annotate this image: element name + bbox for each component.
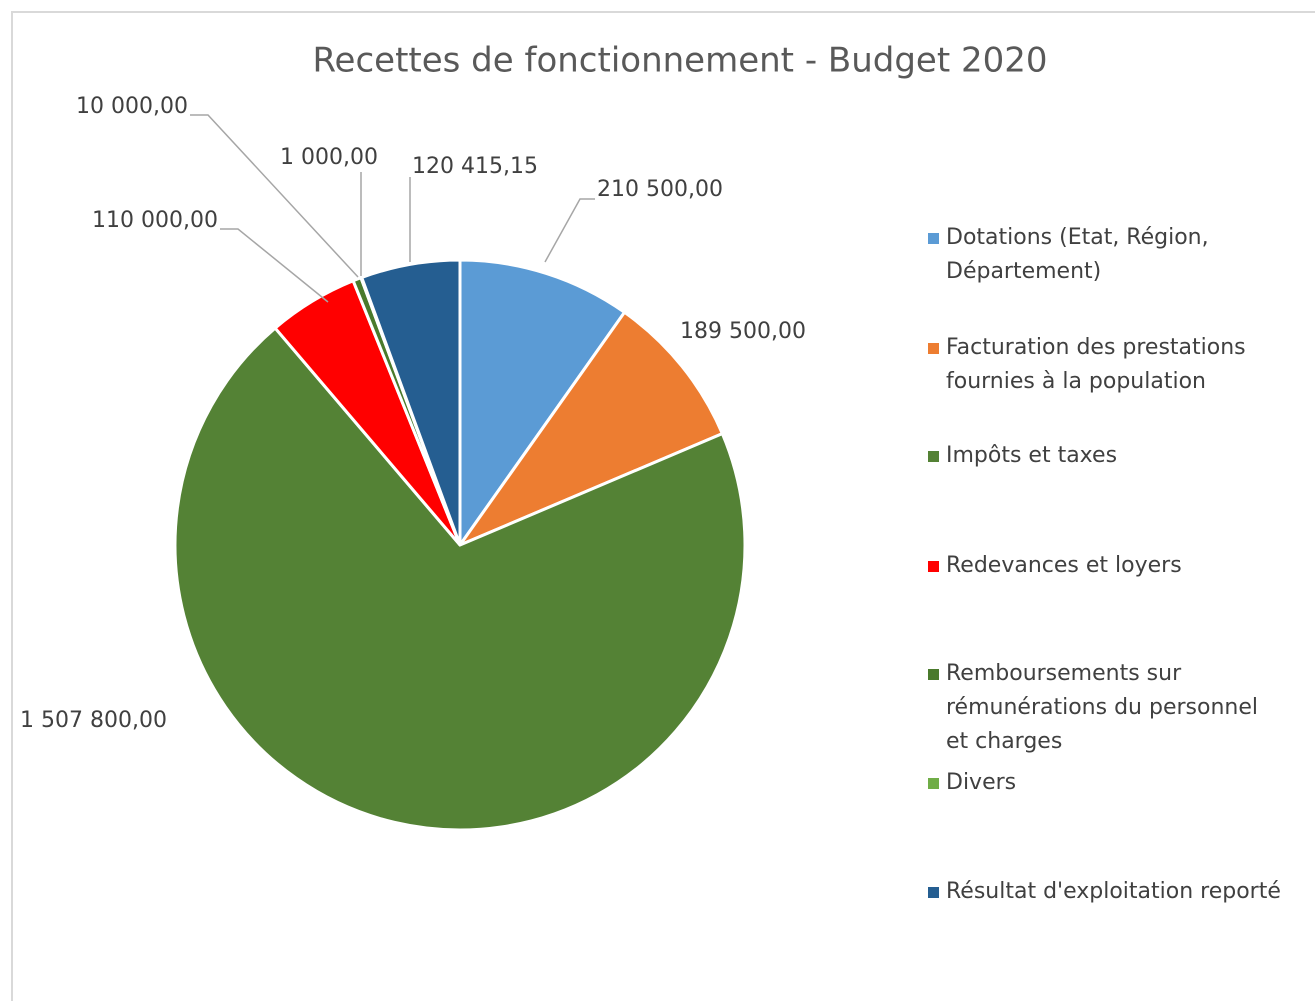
leader-line xyxy=(544,198,595,263)
data-label: 210 500,00 xyxy=(597,177,723,202)
legend-swatch xyxy=(928,561,939,572)
pie-slice xyxy=(458,258,627,550)
data-label: 110 000,00 xyxy=(92,208,218,233)
legend-label: Impôts et taxes xyxy=(946,443,1118,468)
data-label: 120 415,15 xyxy=(412,154,538,179)
legend-label: Dotations (Etat, Région, Département) xyxy=(946,225,1209,284)
chart-title: Recettes de fonctionnement - Budget 2020 xyxy=(312,41,1047,81)
pie-slice xyxy=(173,325,747,832)
legend-swatch xyxy=(928,343,939,354)
data-label: 189 500,00 xyxy=(680,319,806,344)
pie-slice xyxy=(455,310,725,549)
legend-label: Redevances et loyers xyxy=(946,553,1182,578)
data-label: 1 507 800,00 xyxy=(20,708,167,733)
leader-line xyxy=(190,114,359,278)
legend-swatch xyxy=(928,669,939,680)
legend-label: Résultat d'exploitation reporté xyxy=(946,879,1281,904)
legend-swatch xyxy=(928,887,939,898)
data-label: 10 000,00 xyxy=(76,94,188,119)
legend-swatch xyxy=(928,451,939,462)
pie-slice xyxy=(359,258,462,546)
legend-label: Divers xyxy=(946,770,1017,795)
legend-label: Facturation des prestations fournies à l… xyxy=(946,335,1246,394)
legend-swatch xyxy=(928,233,939,244)
data-label: 1 000,00 xyxy=(280,145,378,170)
legend-label: Remboursements sur rémunérations du pers… xyxy=(946,661,1258,754)
leader-line xyxy=(220,228,329,303)
legend-swatch xyxy=(928,778,939,789)
